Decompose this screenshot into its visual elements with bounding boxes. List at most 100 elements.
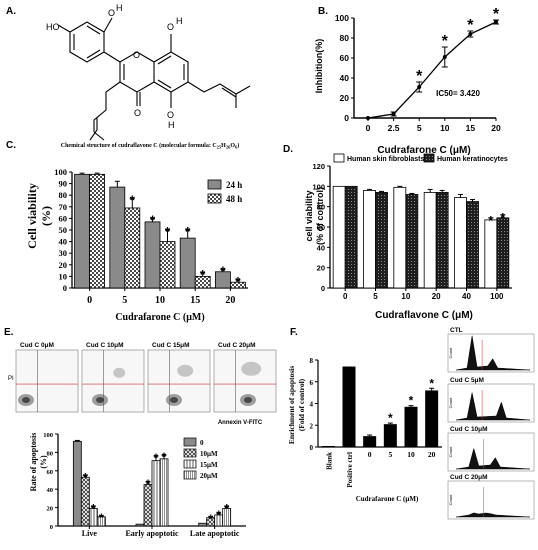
- panel-d: D. cell viability (% of control) Cudrafl…: [283, 144, 512, 321]
- panel-b-series-line: [367, 21, 497, 119]
- panel-e-legend-swatch: [183, 437, 197, 447]
- panel-b-data-point: [417, 85, 422, 89]
- panel-c-y-tick-label: 70: [59, 202, 68, 212]
- panel-e-legend-label: 10μM: [200, 450, 218, 458]
- panel-e-legend-label: 20μM: [200, 472, 218, 480]
- panel-d-legend-label: Human keratinocytes: [437, 156, 508, 163]
- cell-cycle-title: Cud C 10μM: [450, 426, 488, 433]
- flow-plot-title: Cud C 10μM: [86, 342, 124, 349]
- panel-b-ylabel: Inhibition(%): [314, 39, 324, 93]
- panel-c-legend-swatch: [207, 179, 222, 190]
- panel-f-y-tick-label: 0: [310, 444, 314, 452]
- panel-e-significance-mark: *: [91, 502, 96, 516]
- panel-f-bar: [425, 390, 439, 447]
- panel-c-xlabel: Cudrafarone C (μM): [115, 312, 204, 323]
- panel-e-x-tick-label: Live: [82, 529, 98, 538]
- panel-c-x-tick-label: 20: [225, 295, 235, 306]
- panel-c-legend-label: 48 h: [226, 194, 242, 204]
- panel-c-significance-mark: *: [200, 267, 206, 282]
- panel-d-legend-label: Human skin fibroblasts: [347, 156, 425, 163]
- panel-c: C. Cell viability (%) Cudrafarone C (μM)…: [6, 140, 248, 323]
- panel-d-y-tick-label: 20: [317, 264, 325, 273]
- flow-cell-cluster-core: [244, 397, 252, 403]
- panel-d-y-tick-label: 120: [312, 162, 325, 171]
- panel-b-y-tick-label: 40: [340, 73, 350, 83]
- panel-e-bar: [159, 458, 169, 527]
- panel-b-data-point: [442, 55, 447, 59]
- panel-c-significance-mark: *: [185, 224, 191, 239]
- flow-plot-title: Cud C 0μM: [20, 342, 54, 349]
- panel-f-bar: [363, 436, 377, 447]
- panel-f-y-tick-label: 8: [310, 357, 314, 365]
- panel-b-significance-mark: *: [493, 6, 500, 23]
- structure-caption: Chemical structure of cudraflavone C (mo…: [61, 142, 240, 150]
- panel-e-legend-swatch: [183, 470, 197, 480]
- panel-c-significance-mark: *: [235, 274, 241, 289]
- panel-c-y-tick-label: 90: [59, 179, 68, 189]
- panel-d-bar: [466, 201, 479, 289]
- panel-d-y-tick-label: 40: [317, 243, 325, 252]
- panel-d-bar: [484, 219, 498, 289]
- atom-o-ring: O: [133, 50, 140, 60]
- panel-e-bar: [135, 523, 145, 527]
- panel-b-x-tick-label: 20: [491, 123, 501, 133]
- chemical-structure: [57, 17, 251, 141]
- panel-d-y-tick-label: 60: [317, 223, 325, 232]
- flow-plot-frame: [81, 349, 145, 413]
- panel-c-significance-mark: *: [220, 263, 226, 278]
- panel-d-bar: [435, 192, 449, 289]
- panel-d-y-tick-label: 100: [312, 182, 325, 191]
- panel-c-significance-mark: *: [165, 224, 171, 239]
- panel-f-bar: [383, 424, 397, 447]
- atom-ho-left: HO: [46, 22, 60, 32]
- panel-b-y-tick-label: 0: [344, 113, 349, 123]
- cell-cycle-histogram: [455, 512, 531, 518]
- panel-f-x-tick-label: Positive ctrl: [346, 452, 354, 488]
- panel-label-f: F.: [290, 327, 298, 338]
- flow-apoptotic-cluster: [177, 364, 194, 377]
- flow-cell-cluster-core: [96, 397, 104, 403]
- panel-d-bar: [496, 217, 510, 289]
- flow-cell-cluster-core: [22, 397, 30, 403]
- panel-e-legend-swatch: [183, 459, 197, 469]
- flow-cytometry-panels: Cud C 0μM Cud C 10μM Cud C 15μM Cud C 20μM: [15, 342, 277, 413]
- panel-e-bar: [151, 460, 161, 527]
- panel-e-significance-mark: *: [146, 477, 151, 491]
- panel-e-legend-swatch: [183, 448, 197, 458]
- panel-c-significance-mark: *: [150, 212, 156, 227]
- panel-b-data-point: [494, 20, 498, 24]
- panel-c-x-tick-label: 10: [155, 295, 165, 306]
- panel-d-ylabel-1: cell viability: [304, 190, 314, 241]
- panel-b-data-point: [391, 112, 396, 116]
- panel-b-significance-mark: *: [442, 33, 449, 50]
- panel-label-b: B.: [318, 6, 328, 17]
- panel-d-x-tick-label: 20: [432, 292, 441, 301]
- flow-plot-title: Cud C 15μM: [152, 342, 190, 349]
- panel-d-ylabel-2: (% of control): [315, 187, 325, 245]
- panel-f-ylabel-2: (Fold of control): [297, 378, 306, 431]
- panel-f-bar: [342, 366, 356, 447]
- cell-cycle-panels: CTL Count Cud C 5μM Count Cud C 10μM Count Cud…: [447, 327, 535, 520]
- cell-cycle-ylabel: Count: [448, 446, 453, 458]
- panel-f-x-tick-label: 20: [428, 450, 436, 459]
- panel-d-significance-mark: *: [488, 213, 494, 228]
- cell-cycle-frame: [447, 383, 535, 423]
- panel-d-bar: [332, 185, 346, 289]
- cell-cycle-title: Cud C 20μM: [450, 474, 488, 481]
- panel-label-a: A.: [6, 6, 16, 17]
- panel-c-ylabel-1: Cell viability: [25, 183, 39, 249]
- panel-c-y-tick-label: 80: [59, 190, 68, 200]
- panel-b-x-tick-label: 2.5: [388, 123, 400, 133]
- panel-d-x-tick-label: 10: [401, 292, 410, 301]
- panel-label-e: E.: [4, 327, 14, 338]
- panel-d-x-tick-label: 5: [373, 292, 378, 301]
- panel-c-legend-label: 24 h: [226, 180, 242, 190]
- panel-b-xlabel: Cudrafarone C (μM): [377, 145, 470, 156]
- panel-e-y-tick-label: 20: [47, 506, 54, 513]
- panel-c-bar: [74, 173, 90, 289]
- panel-c-ylabel-2: (%): [39, 206, 53, 226]
- panel-b-y-tick-label: 100: [335, 13, 349, 23]
- panel-c-y-tick-label: 50: [59, 225, 68, 235]
- flow-ylabel-pi: PI: [8, 376, 14, 382]
